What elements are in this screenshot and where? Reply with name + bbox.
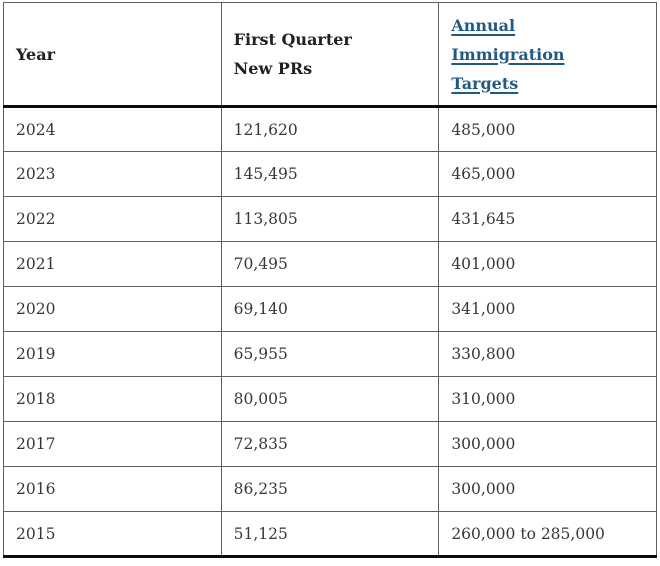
table-row: 2024 121,620 485,000 [3, 106, 657, 152]
new-prs-cell: 86,235 [220, 466, 440, 512]
year-cell: 2021 [3, 241, 222, 287]
target-cell: 401,000 [438, 241, 657, 287]
year-cell: 2016 [3, 466, 222, 512]
new-prs-cell: 72,835 [220, 421, 440, 467]
new-prs-cell: 69,140 [220, 286, 440, 332]
header-label-line: Immigration [451, 44, 565, 64]
column-header-first-quarter-new-prs: First Quarter New PRs [220, 2, 440, 108]
header-label-line: Year [16, 44, 56, 64]
target-cell: 330,800 [438, 331, 657, 377]
table-row: 2022 113,805 431,645 [3, 196, 657, 242]
new-prs-cell: 121,620 [220, 106, 440, 152]
table-row: 2017 72,835 300,000 [3, 421, 657, 467]
table-row: 2023 145,495 465,000 [3, 151, 657, 197]
new-prs-cell: 145,495 [220, 151, 440, 197]
year-cell: 2023 [3, 151, 222, 197]
table-row: 2018 80,005 310,000 [3, 376, 657, 422]
target-cell: 341,000 [438, 286, 657, 332]
target-cell: 260,000 to 285,000 [438, 511, 657, 557]
new-prs-cell: 80,005 [220, 376, 440, 422]
table-row: 2016 86,235 300,000 [3, 466, 657, 512]
year-cell: 2018 [3, 376, 222, 422]
table-row: 2019 65,955 330,800 [3, 331, 657, 377]
year-cell: 2020 [3, 286, 222, 332]
target-cell: 485,000 [438, 106, 657, 152]
column-header-year: Year [3, 2, 222, 108]
year-cell: 2019 [3, 331, 222, 377]
header-label-line: New PRs [233, 59, 313, 78]
target-cell: 300,000 [438, 466, 657, 512]
table-body: 2024 121,620 485,000 2023 145,495 465,000 2022… [3, 106, 657, 557]
new-prs-cell: 113,805 [220, 196, 440, 242]
target-cell: 310,000 [438, 376, 657, 422]
year-cell: 2017 [3, 421, 222, 467]
target-cell: 300,000 [438, 421, 657, 467]
table-row: 2020 69,140 341,000 [3, 286, 657, 332]
new-prs-cell: 70,495 [220, 241, 440, 287]
header-label-line: Targets [451, 73, 519, 93]
table-row: 2015 51,125 260,000 to 285,000 [3, 511, 657, 557]
new-prs-cell: 65,955 [220, 331, 440, 377]
header-row: Year First Quarter New PRs Annual Immigrat… [3, 2, 657, 108]
year-cell: 2022 [3, 196, 222, 242]
header-label-line: Annual [451, 15, 516, 35]
table-row: 2021 70,495 401,000 [3, 241, 657, 287]
new-prs-cell: 51,125 [220, 511, 440, 557]
target-cell: 465,000 [438, 151, 657, 197]
header-label-line: First Quarter [233, 30, 352, 49]
year-cell: 2015 [3, 511, 222, 557]
annual-immigration-targets-link[interactable]: Annual Immigration Targets [451, 11, 644, 98]
year-cell: 2024 [3, 106, 222, 152]
column-header-annual-immigration-targets: Annual Immigration Targets [438, 2, 657, 108]
immigration-table: Year First Quarter New PRs Annual Immigrat… [3, 2, 657, 558]
table-header: Year First Quarter New PRs Annual Immigrat… [3, 2, 657, 108]
target-cell: 431,645 [438, 196, 657, 242]
